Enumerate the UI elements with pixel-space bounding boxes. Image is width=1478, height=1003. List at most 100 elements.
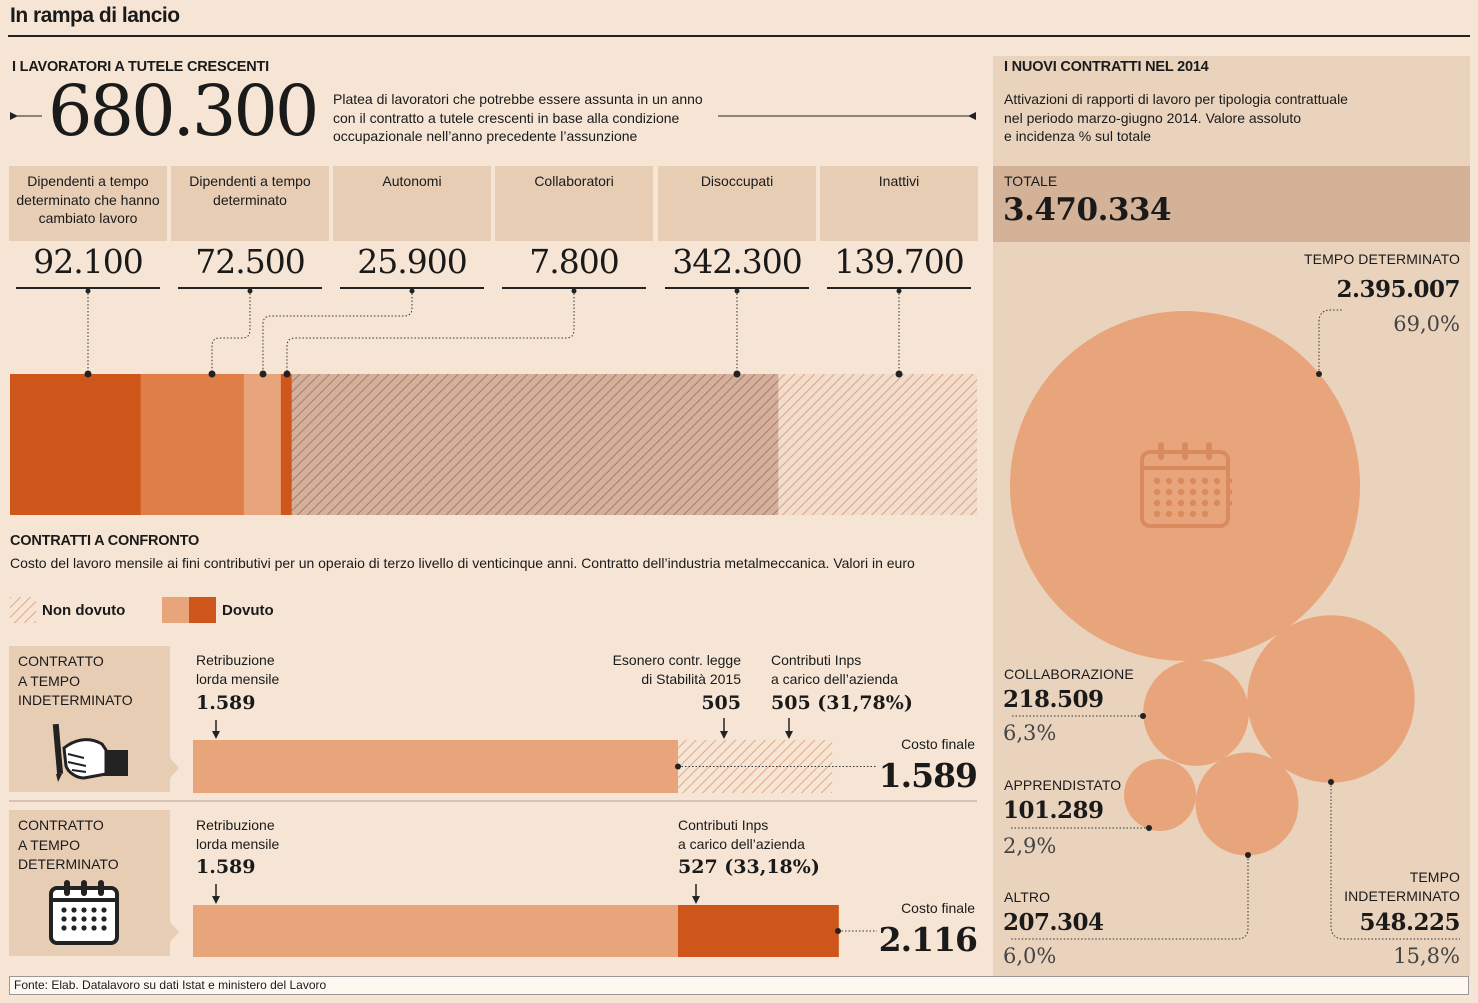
- row1-pointer: [170, 758, 179, 778]
- lavoratori-heading: I LAVORATORI A TUTELE CRESCENTI: [12, 59, 269, 75]
- category-underline-3: [502, 287, 646, 289]
- bubble-altro-label: ALTRO: [1004, 889, 1051, 905]
- connector-top-dot-1: [247, 288, 253, 294]
- connector-3: [286, 290, 575, 374]
- bubble-collaborazione-label: COLLABORAZIONE: [1004, 666, 1134, 682]
- row2-retribuzione-value: 1.589: [196, 856, 256, 878]
- connector-bottom-dot-1: [208, 370, 216, 378]
- bubble-0: [1010, 311, 1360, 661]
- page-title: In rampa di lancio: [10, 4, 180, 27]
- bubble-calendar-dot: [1189, 477, 1197, 485]
- bubble-collaborazione-pct: 6,3%: [1003, 721, 1057, 745]
- bubble-calendar-dot: [1165, 499, 1173, 507]
- hand-signing-icon: [52, 723, 128, 782]
- bubble-altro-pct: 6,0%: [1003, 944, 1057, 968]
- bubble-calendar-dot: [1225, 477, 1233, 485]
- bubble-calendar-dot: [1153, 499, 1161, 507]
- bubble-leader-dot-2: [1328, 779, 1334, 785]
- row2-pointer: [170, 922, 179, 942]
- costo-leader-dot-0: [675, 763, 681, 770]
- category-value-2: 25.900: [357, 242, 467, 281]
- category-value-4: 342.300: [672, 242, 802, 281]
- row2-retribuzione-label: Retribuzione lorda mensile: [196, 817, 280, 852]
- bubble-leader-dot-1: [1140, 713, 1146, 719]
- connector-top-dot-5: [896, 288, 902, 294]
- big-number: 680.300: [48, 70, 319, 152]
- connector-bottom-dot-0: [84, 370, 92, 378]
- row2-costo-value: 2.116: [878, 920, 978, 959]
- bubble-apprendistato-pct: 2,9%: [1003, 834, 1057, 858]
- category-underline-0: [16, 287, 160, 289]
- bubble-calendar-dot: [1201, 499, 1209, 507]
- bubble-calendar-dot: [1189, 510, 1197, 518]
- cost-bar-row0-seg0: [193, 740, 678, 793]
- bubble-calendar-dot: [1165, 477, 1173, 485]
- confronto-subtitle: Costo del lavoro mensile ai fini contrib…: [10, 555, 915, 571]
- legend-dovuto: Dovuto: [222, 602, 274, 619]
- cost-bar-row1-seg1: [678, 905, 839, 957]
- cost-arrow-head-1: [720, 731, 728, 739]
- arrow-right-head: [968, 112, 976, 120]
- cost-arrow-head-4: [692, 896, 700, 904]
- bubble-calendar-dot: [1225, 488, 1233, 496]
- category-underline-1: [178, 287, 322, 289]
- row1-esonero-value: 505: [701, 692, 741, 714]
- bubble-calendar-dot: [1213, 499, 1221, 507]
- bubble-1: [1247, 615, 1415, 783]
- bar-segment-2: [243, 374, 281, 515]
- bubble-apprendistato-label: APPRENDISTATO: [1004, 777, 1122, 793]
- bar-segment-1: [140, 374, 244, 515]
- category-box-0: Dipendenti a tempo determinato che hanno c…: [9, 166, 167, 241]
- nuovi-contratti-heading: I NUOVI CONTRATTI NEL 2014: [1004, 59, 1209, 75]
- bubble-calendar-dot: [1189, 499, 1197, 507]
- total-label: TOTALE: [1004, 173, 1058, 189]
- bar-segment-5: [778, 374, 977, 515]
- legend-hatch-swatch: [10, 597, 36, 623]
- row1-contributi-label: Contributi Inps a carico dell’azienda: [771, 652, 898, 687]
- source-note: Fonte: Elab. Datalavoro su dati Istat e …: [14, 978, 327, 992]
- bar-segment-4: [291, 374, 779, 515]
- bubble-calendar-dot: [1213, 477, 1221, 485]
- bubble-2: [1143, 660, 1249, 766]
- title-rule: [8, 35, 1470, 37]
- bubble-calendar-dot: [1225, 499, 1233, 507]
- bubble-calendar-dot: [1177, 499, 1185, 507]
- connector-top-dot-2: [409, 288, 415, 294]
- category-value-0: 92.100: [33, 242, 143, 281]
- category-box-4: Disoccupati: [658, 166, 816, 241]
- bubble-leader-3: [1010, 855, 1249, 940]
- row2-costo-label: Costo finale: [901, 900, 975, 916]
- connector-top-dot-4: [734, 288, 740, 294]
- legend-light-swatch: [162, 597, 189, 623]
- lavoratori-description: Platea di lavoratori che potrebbe essere…: [333, 91, 703, 144]
- bubble-tempo-indeterminato-pct: 15,8%: [1393, 944, 1460, 968]
- category-box-5: Inattivi: [820, 166, 978, 241]
- bubble-calendar-dot: [1201, 510, 1209, 518]
- category-value-3: 7.800: [529, 242, 619, 281]
- bubble-calendar-dot: [1201, 477, 1209, 485]
- bubble-calendar-dot: [1177, 488, 1185, 496]
- category-box-1: Dipendenti a tempo determinato: [171, 166, 329, 241]
- bubble-calendar-dot: [1177, 477, 1185, 485]
- category-underline-2: [340, 287, 484, 289]
- source-box: [9, 976, 1469, 995]
- connector-bottom-dot-5: [895, 370, 903, 378]
- row1-retribuzione-label: Retribuzione lorda mensile: [196, 652, 280, 687]
- row1-retribuzione-value: 1.589: [196, 692, 256, 714]
- bubble-collaborazione-value: 218.509: [1003, 686, 1104, 713]
- bubble-tempo-determinato-label: TEMPO DETERMINATO: [1304, 251, 1460, 267]
- bubble-3: [1195, 752, 1299, 856]
- category-underline-4: [665, 287, 809, 289]
- bubble-leader-dot-4: [1146, 825, 1152, 831]
- row1-esonero-label: Esonero contr. legge di Stabilità 2015: [612, 652, 741, 687]
- calendar-icon: [49, 880, 119, 945]
- legend-dark-swatch: [189, 597, 216, 623]
- cost-arrow-head-0: [212, 731, 220, 739]
- bubble-tempo-determinato-pct: 69,0%: [1393, 312, 1460, 336]
- row2-contributi-label: Contributi Inps a carico dell’azienda: [678, 817, 805, 852]
- bubble-tempo-determinato-value: 2.395.007: [1336, 276, 1460, 303]
- category-value-1: 72.500: [195, 242, 305, 281]
- category-underline-5: [827, 287, 971, 289]
